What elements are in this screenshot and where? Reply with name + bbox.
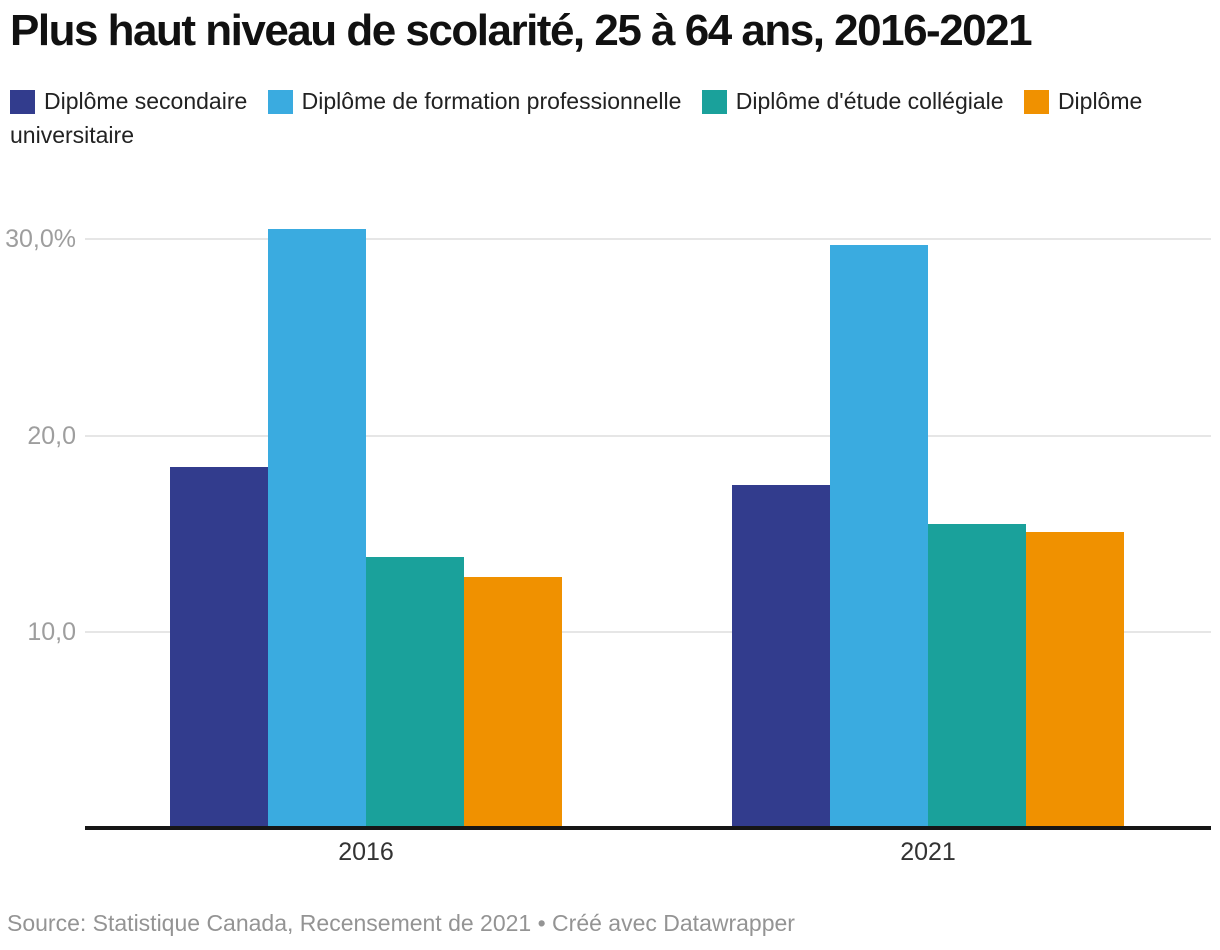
legend-item-diplo-me-secondaire: Diplôme secondaire (10, 84, 247, 118)
gridline-10 (85, 630, 1211, 633)
legend-item-diplo-me-d-e-tude-colle-giale: Diplôme d'étude collégiale (701, 84, 1004, 118)
legend-item-diplo-me-universitaire: Diplôme universitaire (10, 88, 1142, 148)
bar-2021-diplo-me-d-e-tude-colle-giale (928, 524, 1026, 828)
bar-2021-diplo-me-universitaire (1026, 532, 1124, 828)
legend-swatch-icon (267, 90, 293, 114)
bar-2021-diplo-me-secondaire (732, 485, 830, 828)
x-axis-label-2021: 2021 (900, 838, 956, 866)
legend-swatch-icon (10, 90, 35, 114)
bar-2016-diplo-me-d-e-tude-colle-giale (366, 557, 464, 828)
bar-2016-diplo-me-de-formation-professionnelle (268, 229, 366, 828)
legend-swatch-icon (1023, 90, 1049, 114)
source-line: Source: Statistique Canada, Recensement … (7, 910, 795, 936)
y-axis-tick-label: 10,0 (27, 617, 76, 646)
chart-legend: Diplôme secondaire Diplôme de formation … (10, 84, 1212, 152)
legend-label: Diplôme de formation professionnelle (301, 88, 682, 114)
chart-title: Plus haut niveau de scolarité, 25 à 64 a… (10, 6, 1033, 55)
gridline-30 (85, 238, 1211, 241)
legend-label: Diplôme universitaire (10, 88, 1143, 148)
bar-2021-diplo-me-de-formation-professionnelle (830, 245, 928, 828)
legend-swatch-icon (701, 90, 727, 114)
gridline-20 (85, 434, 1211, 437)
x-axis-line (85, 826, 1211, 830)
legend-item-diplo-me-de-formation-professionnelle: Diplôme de formation professionnelle (267, 84, 682, 118)
y-axis-tick-label: 20,0 (27, 421, 76, 450)
bar-2016-diplo-me-secondaire (170, 467, 268, 828)
bar-2016-diplo-me-universitaire (464, 577, 562, 828)
legend-label: Diplôme d'étude collégiale (735, 88, 1004, 114)
x-axis-label-2016: 2016 (338, 838, 394, 866)
legend-label: Diplôme secondaire (44, 88, 248, 114)
y-axis-tick-label: 30,0% (5, 225, 76, 254)
